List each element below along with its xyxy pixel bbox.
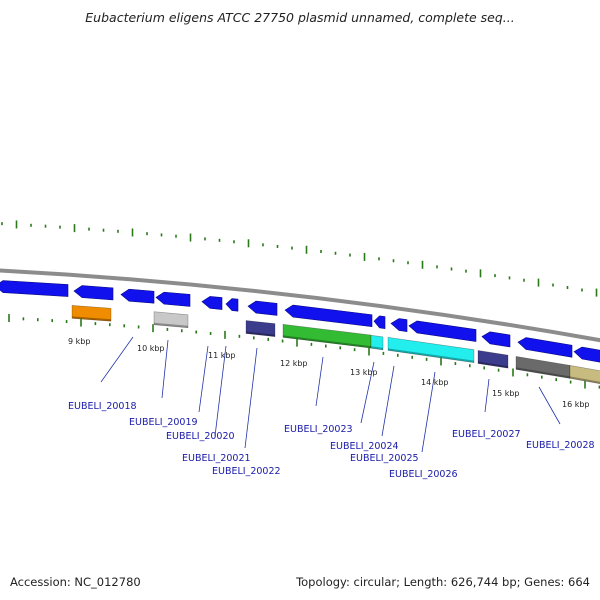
kbp-label-12: 12 kbp bbox=[280, 359, 308, 368]
leader-line-20025 bbox=[381, 365, 395, 437]
gene-label-20025[interactable]: EUBELI_20025 bbox=[350, 453, 419, 464]
feature-shadow bbox=[283, 335, 371, 349]
gene-arrow[interactable] bbox=[225, 298, 239, 312]
leader-line-20020 bbox=[198, 345, 209, 413]
feature-block[interactable] bbox=[477, 350, 509, 369]
gene-label-20024[interactable]: EUBELI_20024 bbox=[330, 441, 399, 452]
accession-text: Accession: NC_012780 bbox=[10, 575, 141, 589]
leader-line-20023 bbox=[315, 356, 324, 407]
leader-line-20021 bbox=[214, 345, 227, 437]
leader-line-20024 bbox=[360, 361, 375, 424]
map-title: Eubacterium eligens ATCC 27750 plasmid u… bbox=[85, 10, 515, 25]
gene-arrow[interactable] bbox=[120, 288, 155, 304]
kbp-label-9: 9 kbp bbox=[68, 337, 90, 346]
gene-label-20019[interactable]: EUBELI_20019 bbox=[129, 417, 198, 428]
feature-block[interactable] bbox=[71, 305, 112, 322]
gene-arrow[interactable] bbox=[390, 318, 408, 332]
gene-label-20023[interactable]: EUBELI_20023 bbox=[284, 424, 353, 435]
gene-label-20021[interactable]: EUBELI_20021 bbox=[182, 453, 251, 464]
gene-label-20028[interactable]: EUBELI_20028 bbox=[526, 440, 595, 451]
gene-labels: EUBELI_20018 EUBELI_20019 EUBELI_20020 E… bbox=[68, 401, 595, 480]
feature-shadow bbox=[516, 367, 570, 379]
leader-line-20026 bbox=[421, 371, 436, 453]
leader-line-20028 bbox=[538, 386, 561, 425]
gene-label-20022[interactable]: EUBELI_20022 bbox=[212, 466, 281, 477]
leader-line-20027 bbox=[484, 378, 490, 413]
feature-shadow bbox=[371, 346, 383, 350]
gene-arrow[interactable] bbox=[573, 346, 600, 363]
gene-arrow[interactable] bbox=[408, 320, 477, 342]
feature-shadow bbox=[570, 376, 600, 384]
feature-shadow bbox=[154, 322, 188, 328]
gene-arrow[interactable] bbox=[517, 337, 573, 358]
gene-label-20026[interactable]: EUBELI_20026 bbox=[389, 469, 458, 480]
feature-block[interactable] bbox=[370, 334, 384, 351]
leader-line-20022 bbox=[244, 347, 258, 449]
sequence-backbone bbox=[0, 268, 600, 343]
gene-label-20027[interactable]: EUBELI_20027 bbox=[452, 429, 521, 440]
inner-tick-marks bbox=[8, 314, 600, 389]
leader-line-20018 bbox=[100, 336, 134, 383]
kbp-label-10: 10 kbp bbox=[137, 344, 165, 353]
feature-block[interactable] bbox=[569, 365, 600, 384]
feature-block[interactable] bbox=[153, 311, 189, 329]
gene-arrow[interactable] bbox=[373, 315, 386, 329]
gene-arrow[interactable] bbox=[201, 296, 223, 310]
kbp-label-16: 16 kbp bbox=[562, 400, 590, 409]
forward-strand-genes bbox=[0, 280, 600, 363]
feature-shadow bbox=[388, 348, 474, 363]
leader-line-20019 bbox=[161, 339, 169, 399]
kbp-label-15: 15 kbp bbox=[492, 389, 520, 398]
gene-leader-lines bbox=[100, 336, 561, 453]
gene-label-20018[interactable]: EUBELI_20018 bbox=[68, 401, 137, 412]
feature-shadow bbox=[246, 331, 275, 337]
kbp-label-14: 14 kbp bbox=[421, 378, 449, 387]
reverse-strand-features bbox=[71, 305, 600, 384]
feature-block[interactable] bbox=[245, 320, 276, 337]
kbp-label-13: 13 kbp bbox=[350, 368, 378, 377]
feature-shadow bbox=[72, 316, 111, 322]
gene-arrow[interactable] bbox=[0, 280, 69, 297]
gene-arrow[interactable] bbox=[73, 285, 114, 301]
gene-arrow[interactable] bbox=[247, 300, 278, 316]
gene-arrow[interactable] bbox=[284, 304, 373, 328]
kbp-label-11: 11 kbp bbox=[208, 351, 236, 360]
kbp-axis-labels: 9 kbp 10 kbp 11 kbp 12 kbp 13 kbp 14 kbp… bbox=[68, 337, 590, 409]
topology-summary: Topology: circular; Length: 626,744 bp; … bbox=[296, 575, 590, 589]
feature-shadow bbox=[478, 361, 508, 369]
feature-block[interactable] bbox=[387, 336, 475, 364]
gene-arrow[interactable] bbox=[481, 331, 511, 348]
gene-arrow[interactable] bbox=[155, 291, 191, 307]
outer-tick-marks bbox=[1, 220, 598, 297]
gene-label-20020[interactable]: EUBELI_20020 bbox=[166, 431, 235, 442]
